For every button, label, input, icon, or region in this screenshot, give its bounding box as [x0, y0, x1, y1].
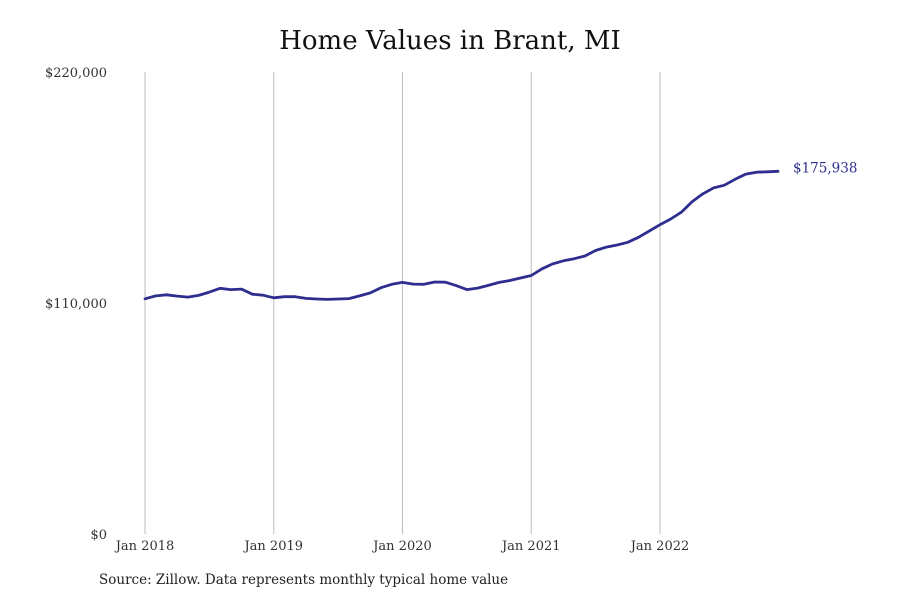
series-layer: $175,938 — [143, 160, 857, 301]
y-tick-label: $220,000 — [45, 66, 107, 81]
x-tick-label: Jan 2020 — [371, 539, 432, 554]
y-axis-ticks: $0 $110,000 $220,000 — [45, 66, 107, 543]
x-tick-label: Jan 2018 — [114, 539, 175, 554]
series-line — [143, 169, 780, 301]
y-tick-label: $0 — [90, 528, 107, 543]
x-tick-label: Jan 2021 — [500, 539, 561, 554]
source-note: Source: Zillow. Data represents monthly … — [99, 572, 509, 588]
x-axis-ticks: Jan 2018 Jan 2019 Jan 2020 Jan 2021 Jan 2022 — [114, 539, 690, 554]
y-tick-label: $110,000 — [45, 297, 107, 312]
end-value-label: $175,938 — [793, 160, 857, 176]
x-tick-label: Jan 2019 — [242, 539, 303, 554]
chart-title: Home Values in Brant, MI — [279, 26, 621, 56]
gridlines — [144, 72, 661, 534]
x-tick-label: Jan 2022 — [629, 539, 690, 554]
